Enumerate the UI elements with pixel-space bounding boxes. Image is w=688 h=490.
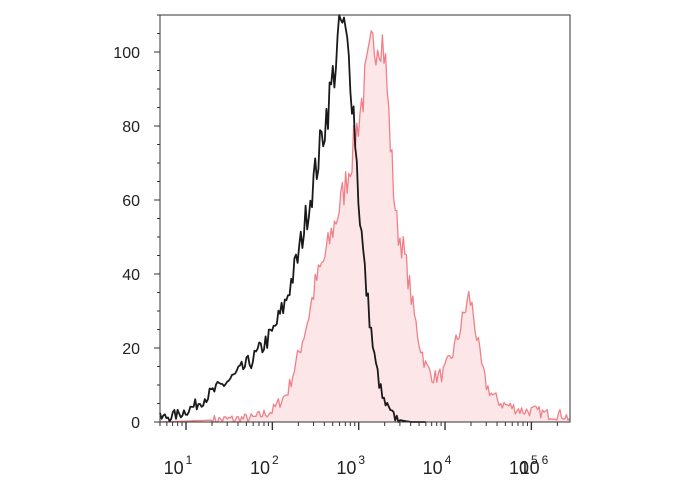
x-tick-label: 10 4 xyxy=(423,453,452,478)
y-tick-label: 0 xyxy=(131,415,140,432)
x-tick-label: 10 5 xyxy=(509,453,538,478)
y-tick-label: 100 xyxy=(113,45,140,62)
y-axis: 0 20 40 60 80 100 xyxy=(113,14,160,432)
x-tick-label: 10 1 xyxy=(164,453,193,478)
series-layer xyxy=(159,14,571,423)
y-tick-label: 20 xyxy=(122,341,140,358)
y-tick-label: 80 xyxy=(122,119,140,136)
y-tick-label: 60 xyxy=(122,193,140,210)
x-tick-label: 10 3 xyxy=(336,453,365,478)
x-tick-label: 10 2 xyxy=(250,453,279,478)
y-tick-label: 40 xyxy=(122,267,140,284)
series-1-area xyxy=(160,30,570,423)
series-1-line xyxy=(159,30,571,423)
series-0-line xyxy=(159,14,426,423)
x-tick-label: 10 6 xyxy=(520,453,549,478)
